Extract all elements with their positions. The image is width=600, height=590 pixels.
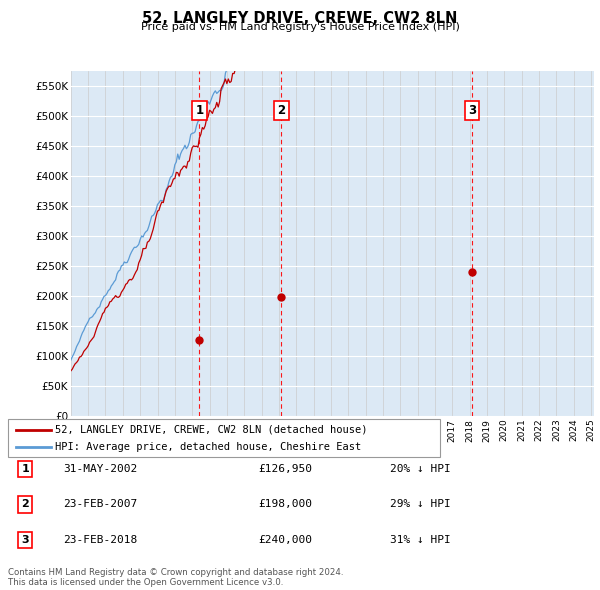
Text: £198,000: £198,000 bbox=[258, 500, 312, 509]
Text: 23-FEB-2007: 23-FEB-2007 bbox=[63, 500, 137, 509]
Text: £126,950: £126,950 bbox=[258, 464, 312, 474]
Text: £240,000: £240,000 bbox=[258, 535, 312, 545]
Text: 2: 2 bbox=[277, 104, 286, 117]
Text: 1: 1 bbox=[196, 104, 203, 117]
Text: 52, LANGLEY DRIVE, CREWE, CW2 8LN: 52, LANGLEY DRIVE, CREWE, CW2 8LN bbox=[142, 11, 458, 25]
Text: 29% ↓ HPI: 29% ↓ HPI bbox=[390, 500, 451, 509]
Text: 31% ↓ HPI: 31% ↓ HPI bbox=[390, 535, 451, 545]
Text: HPI: Average price, detached house, Cheshire East: HPI: Average price, detached house, Ches… bbox=[55, 442, 362, 453]
Text: Contains HM Land Registry data © Crown copyright and database right 2024.
This d: Contains HM Land Registry data © Crown c… bbox=[8, 568, 343, 587]
Text: 3: 3 bbox=[22, 535, 29, 545]
Text: 1: 1 bbox=[22, 464, 29, 474]
Text: 23-FEB-2018: 23-FEB-2018 bbox=[63, 535, 137, 545]
Text: 3: 3 bbox=[468, 104, 476, 117]
Text: 31-MAY-2002: 31-MAY-2002 bbox=[63, 464, 137, 474]
Text: 52, LANGLEY DRIVE, CREWE, CW2 8LN (detached house): 52, LANGLEY DRIVE, CREWE, CW2 8LN (detac… bbox=[55, 425, 368, 435]
Text: 20% ↓ HPI: 20% ↓ HPI bbox=[390, 464, 451, 474]
Text: Price paid vs. HM Land Registry's House Price Index (HPI): Price paid vs. HM Land Registry's House … bbox=[140, 22, 460, 32]
Text: 2: 2 bbox=[22, 500, 29, 509]
